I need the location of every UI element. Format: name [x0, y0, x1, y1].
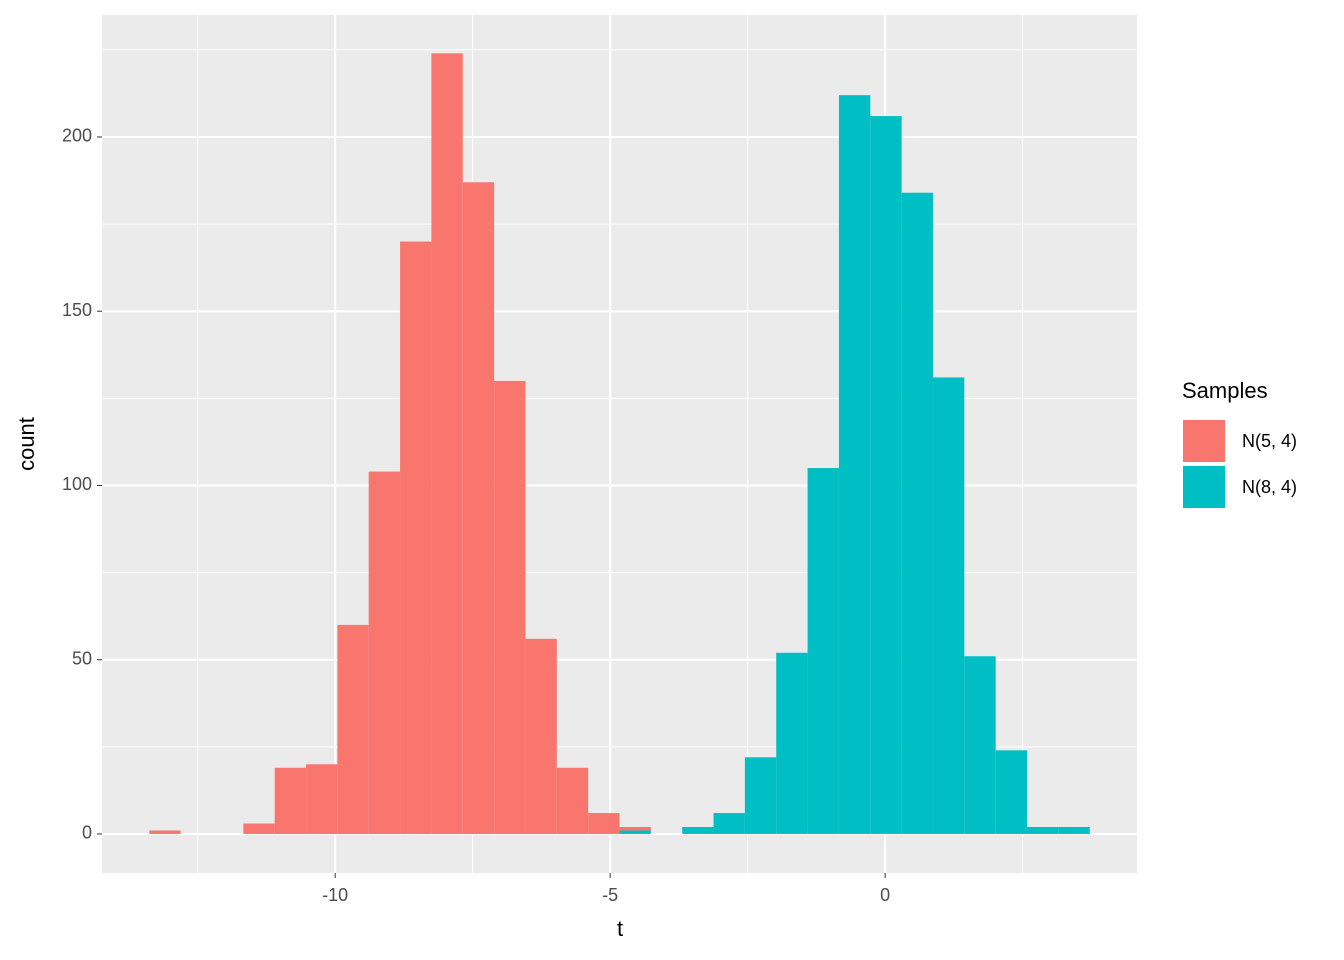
bar — [744, 757, 777, 834]
bar — [1058, 826, 1090, 834]
bar — [306, 764, 338, 834]
y-tick-label: 50 — [72, 648, 92, 668]
bar — [964, 656, 996, 834]
bar — [556, 767, 589, 834]
bar — [431, 53, 463, 834]
legend-label: N(5, 4) — [1242, 431, 1297, 451]
bar — [1027, 826, 1059, 834]
y-tick-label: 100 — [62, 474, 92, 494]
y-tick-label: 150 — [62, 300, 92, 320]
bar — [525, 638, 557, 834]
legend-label: N(8, 4) — [1242, 477, 1297, 497]
bar — [368, 471, 401, 834]
bar — [619, 826, 651, 831]
bar — [274, 767, 307, 834]
bar — [995, 750, 1028, 834]
bar — [494, 380, 526, 834]
y-tick-label: 0 — [82, 823, 92, 843]
bar — [337, 624, 369, 834]
bar — [682, 826, 714, 834]
bar — [243, 823, 275, 834]
legend-key — [1183, 420, 1225, 462]
bar — [932, 377, 965, 834]
bar — [776, 652, 808, 834]
x-tick-label: -10 — [322, 885, 348, 905]
bar — [462, 182, 495, 834]
bar — [838, 95, 871, 834]
bar — [807, 468, 839, 834]
x-axis-title: t — [617, 916, 623, 941]
bar — [901, 192, 933, 834]
x-tick-label: 0 — [880, 885, 890, 905]
bar — [713, 813, 745, 834]
y-tick-label: 200 — [62, 126, 92, 146]
bar — [619, 830, 651, 834]
x-tick-label: -5 — [602, 885, 618, 905]
bar — [400, 241, 432, 834]
y-axis-title: count — [14, 417, 39, 471]
bar — [588, 813, 620, 834]
bar — [149, 830, 181, 834]
bar — [870, 116, 902, 834]
legend-title: Samples — [1182, 378, 1268, 403]
legend-key — [1183, 466, 1225, 508]
